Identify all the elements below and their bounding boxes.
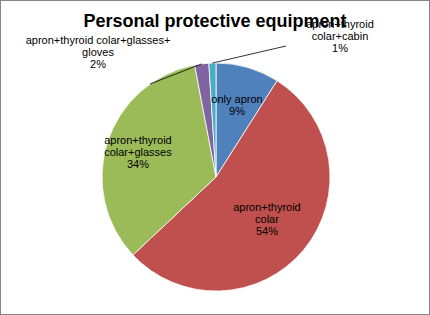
- label-line: apron+thyroid: [104, 134, 172, 146]
- value-label: 34%: [127, 158, 149, 170]
- category-label: apron+thyroidcolar: [233, 201, 301, 225]
- value-label: 1%: [332, 42, 348, 54]
- category-label: apron+thyroidcolar+cabin: [306, 18, 374, 42]
- value-label: 54%: [256, 225, 278, 237]
- value-label: 9%: [229, 105, 245, 117]
- chart-frame: [1, 1, 430, 315]
- data-labels: only apron9%apron+thyroidcolar54%apron+t…: [26, 18, 374, 237]
- chart-svg: Personal protective equipmentonly apron9…: [0, 0, 430, 315]
- label-line: apron+thyroid colar+glasses+: [26, 34, 171, 46]
- pie-slice: [209, 63, 216, 177]
- label-line: colar+cabin: [312, 30, 369, 42]
- label-line: gloves: [82, 46, 114, 58]
- label-line: apron+thyroid: [306, 18, 374, 30]
- category-label: apron+thyroidcolar+glasses: [104, 134, 172, 158]
- leader-line: [212, 46, 286, 63]
- pie-slice: [195, 63, 216, 177]
- chart-wrap: Personal protective equipmentonly apron9…: [0, 0, 430, 315]
- value-label: 2%: [90, 58, 106, 70]
- label-line: colar+glasses: [104, 146, 172, 158]
- pie-slice: [102, 65, 216, 255]
- label-line: colar: [255, 213, 279, 225]
- label-line: apron+thyroid: [233, 201, 301, 213]
- leader-line: [150, 64, 202, 84]
- label-line: only apron: [211, 93, 262, 105]
- category-label: apron+thyroid colar+glasses+gloves: [26, 34, 171, 58]
- slices: [102, 63, 330, 291]
- category-label: only apron: [211, 93, 262, 105]
